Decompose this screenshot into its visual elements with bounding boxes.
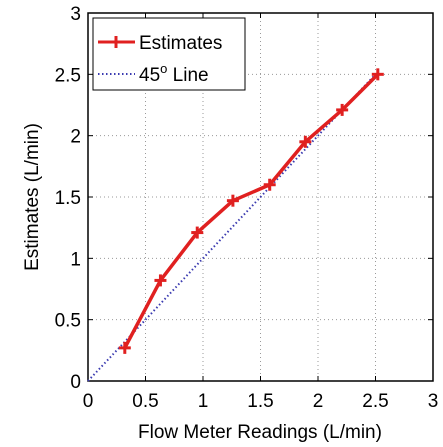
estimates-point [371, 68, 384, 81]
x-tick-labels: 0 0.5 1 1.5 2 2.5 3 [83, 391, 439, 412]
y-tick-label: 2 [70, 127, 81, 148]
legend-45-label-tail: Line [167, 65, 208, 86]
y-tick-label: 0.5 [55, 311, 81, 332]
axis-ticks [87, 12, 434, 382]
y-tick-label: 0 [70, 372, 81, 393]
legend-45-label-sup: o [160, 61, 167, 76]
series-estimates-line [123, 73, 380, 349]
legend-45-label: 45o Line [139, 61, 209, 86]
x-tick-label: 0 [83, 391, 94, 412]
estimates-point [299, 135, 312, 148]
x-tick-label: 1.5 [247, 391, 273, 412]
series-45-line [87, 71, 379, 382]
x-tick-label: 3 [428, 391, 439, 412]
estimates-point [226, 194, 239, 207]
x-tick-label: 2 [313, 391, 324, 412]
y-tick-labels: 0 0.5 1 1.5 2 2.5 3 [55, 4, 81, 393]
y-tick-label: 3 [70, 4, 81, 25]
y-axis-title: Estimates (L/min) [22, 123, 43, 271]
legend-45-label-base: 45 [139, 65, 160, 86]
estimates-point [191, 226, 204, 239]
x-tick-label: 2.5 [362, 391, 388, 412]
estimates-point [154, 274, 167, 287]
legend-box [92, 17, 246, 91]
y-tick-label: 1.5 [55, 188, 81, 209]
series-layer [87, 68, 384, 382]
legend: Estimates 45o Line [92, 17, 246, 91]
estimates-point [118, 341, 131, 354]
x-axis-title: Flow Meter Readings (L/min) [138, 422, 382, 443]
x-tick-label: 0.5 [132, 391, 158, 412]
estimates-point [336, 103, 349, 116]
y-tick-label: 2.5 [55, 65, 81, 86]
x-tick-label: 1 [198, 391, 209, 412]
estimates-point [263, 178, 276, 191]
y-tick-label: 1 [70, 249, 81, 270]
legend-estimates-label: Estimates [139, 33, 222, 54]
